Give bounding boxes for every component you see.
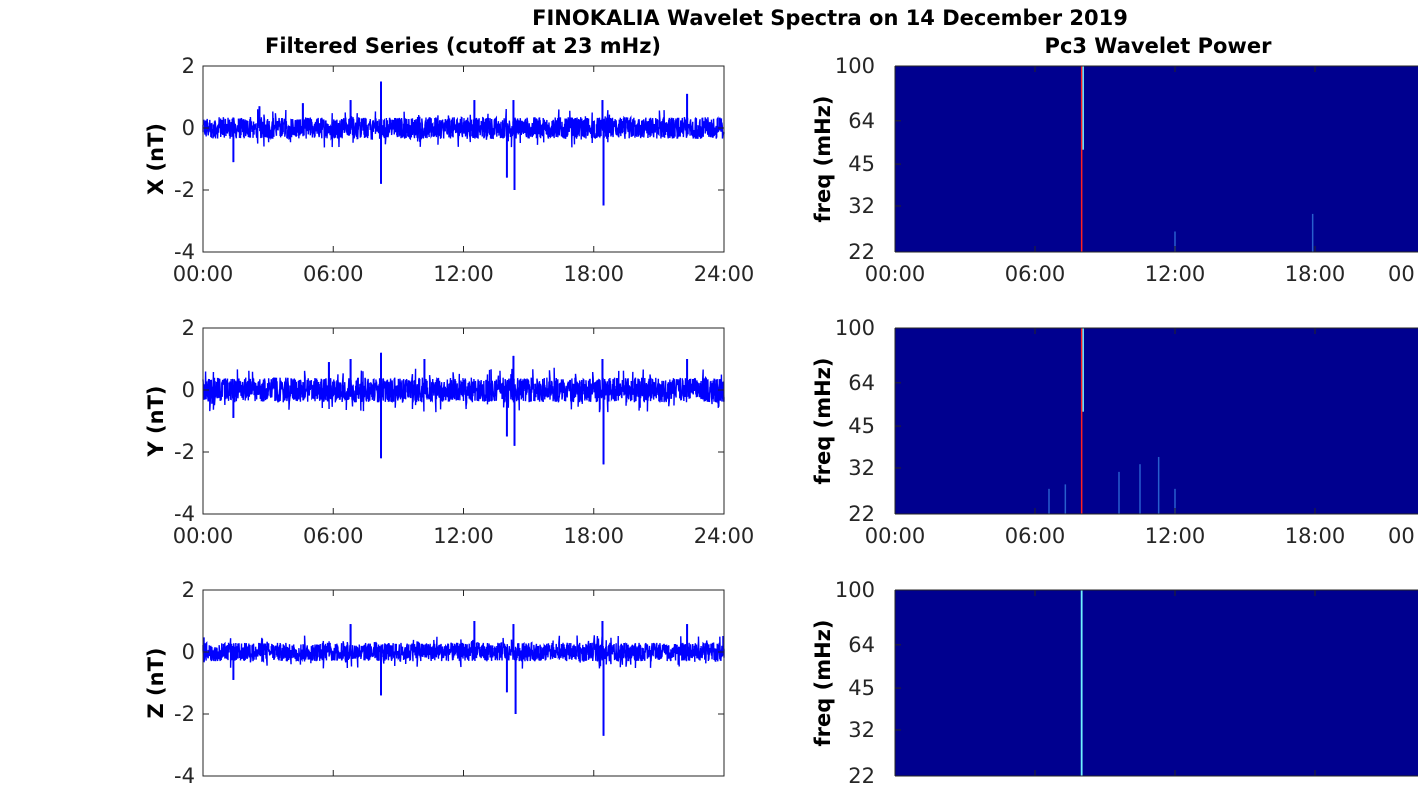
heatmap-background (895, 328, 1418, 514)
x-tick-label: 06:00 (1005, 524, 1066, 548)
heatmap-background (895, 66, 1418, 252)
x-tick-label: 12:00 (433, 524, 494, 548)
heatmap-background (895, 590, 1418, 776)
x-tick-label: 12:00 (433, 262, 494, 286)
y-tick-label: 64 (848, 371, 875, 395)
plot-area (203, 590, 724, 776)
y-tick-label: 100 (835, 54, 875, 78)
y-tick-label: 2 (182, 578, 195, 602)
y-tick-label: 100 (835, 316, 875, 340)
plot-area (203, 66, 724, 252)
x-tick-label: 24:00 (694, 262, 755, 286)
right-column-title: Pc3 Wavelet Power (1045, 34, 1273, 58)
y-tick-label: 45 (848, 152, 875, 176)
x-tick-label: 18:00 (563, 524, 624, 548)
y-tick-label: 0 (182, 116, 195, 140)
x-tick-label: 06:00 (1005, 262, 1066, 286)
y-tick-label: 45 (848, 676, 875, 700)
line-panel-3: 2 0 -2 -4 Z (nT) (144, 578, 725, 788)
heatmap-panel-3: 100 64 45 32 22 freq (mHz) (811, 578, 1418, 788)
y-axis-label: freq (mHz) (811, 96, 835, 223)
y-tick-label: 100 (835, 578, 875, 602)
x-tick-label: 12:00 (1145, 524, 1206, 548)
y-tick-label: -4 (174, 240, 195, 264)
y-tick-label: 22 (848, 764, 875, 788)
y-tick-label: -4 (174, 764, 195, 788)
y-tick-label: 32 (848, 194, 875, 218)
series-line (202, 352, 725, 465)
y-tick-label: -4 (174, 502, 195, 526)
y-axis-label: X (nT) (144, 123, 168, 195)
y-tick-label: 22 (848, 240, 875, 264)
y-tick-label: 45 (848, 414, 875, 438)
series-line (202, 81, 725, 206)
x-tick-label: 06:00 (303, 262, 364, 286)
x-tick-label: 00:00 (173, 262, 234, 286)
x-tick-label: 18:00 (1285, 262, 1346, 286)
x-tick-label: 06:00 (303, 524, 364, 548)
y-axis-label: Y (nT) (144, 386, 168, 458)
panels: 20-2-400:00 06:00 12:00 18:00 24:00X (nT)20-… (144, 54, 1418, 788)
y-tick-label: 22 (848, 502, 875, 526)
y-tick-label: 0 (182, 640, 195, 664)
y-tick-label: 64 (848, 633, 875, 657)
x-tick-label: 18:00 (563, 262, 624, 286)
x-tick-label: 24:00 (694, 524, 755, 548)
y-tick-label: 64 (848, 109, 875, 133)
line-panel-1: 2 0 -2 -400:00 06:00 12:00 18:00 24:00 X (nT) (144, 54, 754, 286)
y-tick-label: 32 (848, 456, 875, 480)
x-tick-label: 00:00 (865, 524, 926, 548)
y-axis-label: freq (mHz) (811, 358, 835, 485)
x-tick-label: 00:00 (865, 262, 926, 286)
plot-area (203, 328, 724, 514)
left-column-title: Filtered Series (cutoff at 23 mHz) (265, 34, 661, 58)
y-tick-label: -2 (174, 440, 195, 464)
y-tick-label: -2 (174, 702, 195, 726)
y-tick-label: 32 (848, 718, 875, 742)
x-tick-label: 18:00 (1285, 524, 1346, 548)
line-panel-2: 2 0 -2 -400:00 06:00 12:00 18:00 24:00 Y (nT) (144, 316, 754, 548)
y-tick-label: -2 (174, 178, 195, 202)
y-tick-label: 0 (182, 378, 195, 402)
y-axis-label: Z (nT) (144, 647, 168, 718)
x-tick-label: 12:00 (1145, 262, 1206, 286)
figure-title: FINOKALIA Wavelet Spectra on 14 December… (532, 6, 1128, 30)
x-tick-label: 00:00 (173, 524, 234, 548)
x-tick-label: 00 (1388, 524, 1415, 548)
series-line (202, 621, 725, 736)
y-tick-label: 2 (182, 316, 195, 340)
y-axis-label: freq (mHz) (811, 620, 835, 747)
y-tick-label: 2 (182, 54, 195, 78)
x-tick-label: 00 (1388, 262, 1415, 286)
